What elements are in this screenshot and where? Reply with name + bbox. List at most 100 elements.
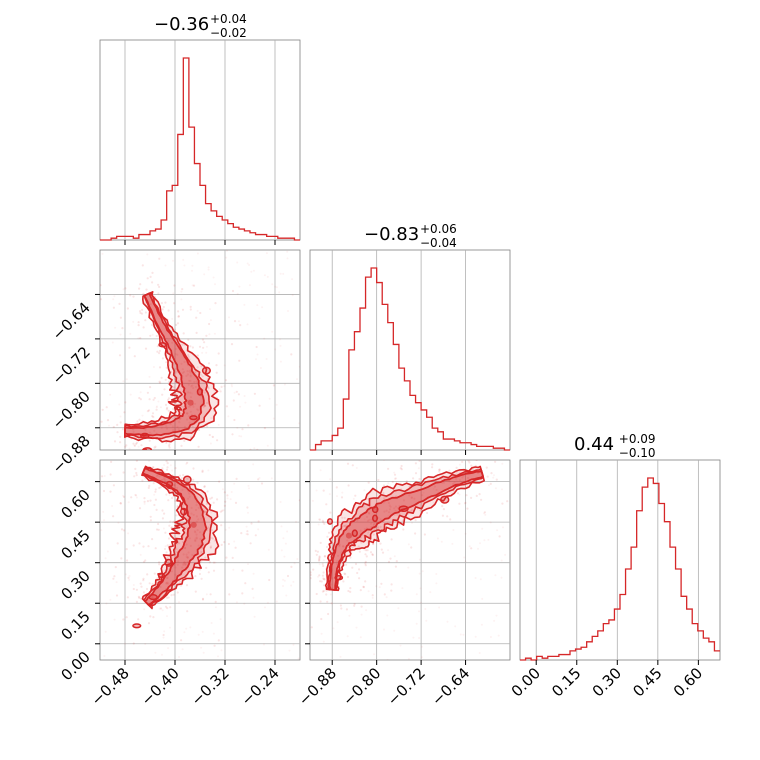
scatter-point <box>436 537 439 540</box>
scatter-point <box>112 515 115 518</box>
scatter-point <box>147 486 150 489</box>
scatter-point <box>208 433 211 437</box>
scatter-point <box>139 391 142 394</box>
scatter-point <box>418 637 421 639</box>
scatter-point <box>138 418 141 421</box>
scatter-point <box>359 636 362 639</box>
scatter-point <box>363 549 366 551</box>
scatter-point <box>234 501 238 504</box>
scatter-point <box>182 258 185 261</box>
scatter-point <box>449 518 452 521</box>
scatter-point <box>180 290 183 293</box>
histogram-step-line <box>100 57 300 241</box>
scatter-point <box>172 483 176 487</box>
scatter-point <box>219 510 222 513</box>
scatter-point <box>155 408 158 411</box>
scatter-point <box>419 509 422 512</box>
scatter-point <box>435 488 438 492</box>
scatter-point <box>148 439 151 442</box>
scatter-point <box>246 533 249 536</box>
scatter-point <box>156 345 159 348</box>
scatter-point <box>197 506 200 509</box>
scatter-point <box>100 529 103 532</box>
scatter-point <box>236 261 239 264</box>
density-contour-outer <box>124 291 220 443</box>
scatter-point <box>185 401 188 405</box>
scatter-point <box>434 451 436 453</box>
scatter-point <box>128 346 131 349</box>
y-tick-label: −0.80 <box>49 387 94 432</box>
scatter-point <box>128 578 131 581</box>
scatter-point <box>177 310 180 313</box>
scatter-point <box>248 264 251 266</box>
scatter-point <box>161 357 164 360</box>
scatter-point <box>179 584 183 587</box>
scatter-point <box>400 468 403 471</box>
scatter-point <box>455 479 458 482</box>
scatter-point <box>178 380 181 383</box>
scatter-point <box>227 415 230 418</box>
scatter-point <box>196 309 199 312</box>
scatter-point <box>335 560 338 563</box>
scatter-point <box>212 276 215 279</box>
scatter-point <box>165 427 169 430</box>
scatter-point <box>393 473 397 476</box>
scatter-point <box>170 594 173 597</box>
scatter-point <box>198 428 201 432</box>
scatter-point <box>199 531 202 534</box>
scatter-point <box>175 514 178 517</box>
scatter-point <box>197 544 200 547</box>
scatter-point <box>190 506 193 509</box>
density-island <box>142 447 153 450</box>
scatter-point <box>374 508 377 511</box>
scatter-point <box>156 405 158 408</box>
scatter-point <box>176 563 179 566</box>
scatter-point <box>105 602 108 605</box>
scatter-point <box>414 519 417 522</box>
scatter-point <box>203 341 206 344</box>
scatter-point <box>137 337 140 340</box>
scatter-point <box>343 516 346 519</box>
scatter-point <box>220 385 223 388</box>
scatter-point <box>140 585 143 588</box>
scatter-point <box>464 560 467 563</box>
scatter-point <box>479 542 481 545</box>
scatter-point <box>380 582 383 585</box>
y-tick-label: −0.64 <box>49 299 94 344</box>
scatter-point <box>252 463 255 466</box>
scatter-point <box>153 493 156 496</box>
scatter-point <box>330 583 333 586</box>
scatter-point <box>100 298 103 301</box>
scatter-point <box>154 490 157 493</box>
scatter-point <box>106 550 109 553</box>
scatter-point <box>375 585 378 588</box>
scatter-point <box>230 343 234 346</box>
scatter-point <box>114 566 117 569</box>
scatter-point <box>152 616 155 619</box>
scatter-point <box>110 460 113 463</box>
scatter-point <box>172 302 176 305</box>
scatter-point <box>132 642 135 645</box>
scatter-point <box>339 655 342 658</box>
scatter-point <box>362 585 365 588</box>
scatter-point <box>171 247 173 249</box>
scatter-point <box>103 519 106 522</box>
scatter-point <box>112 425 115 429</box>
scatter-point <box>193 530 196 533</box>
scatter-point <box>415 622 418 625</box>
scatter-point <box>161 308 164 311</box>
scatter-point <box>223 364 226 367</box>
scatter-point <box>205 566 208 570</box>
scatter-point <box>139 337 142 340</box>
scatter-point <box>315 553 318 556</box>
scatter-point <box>263 337 266 340</box>
scatter-point <box>365 555 368 558</box>
scatter-point <box>341 491 344 494</box>
scatter-point <box>272 417 275 420</box>
density-island <box>140 432 150 439</box>
scatter-point <box>514 515 516 517</box>
scatter-point <box>318 563 321 566</box>
scatter-point <box>127 532 130 535</box>
scatter-point <box>208 561 211 564</box>
scatter-point <box>188 421 191 424</box>
